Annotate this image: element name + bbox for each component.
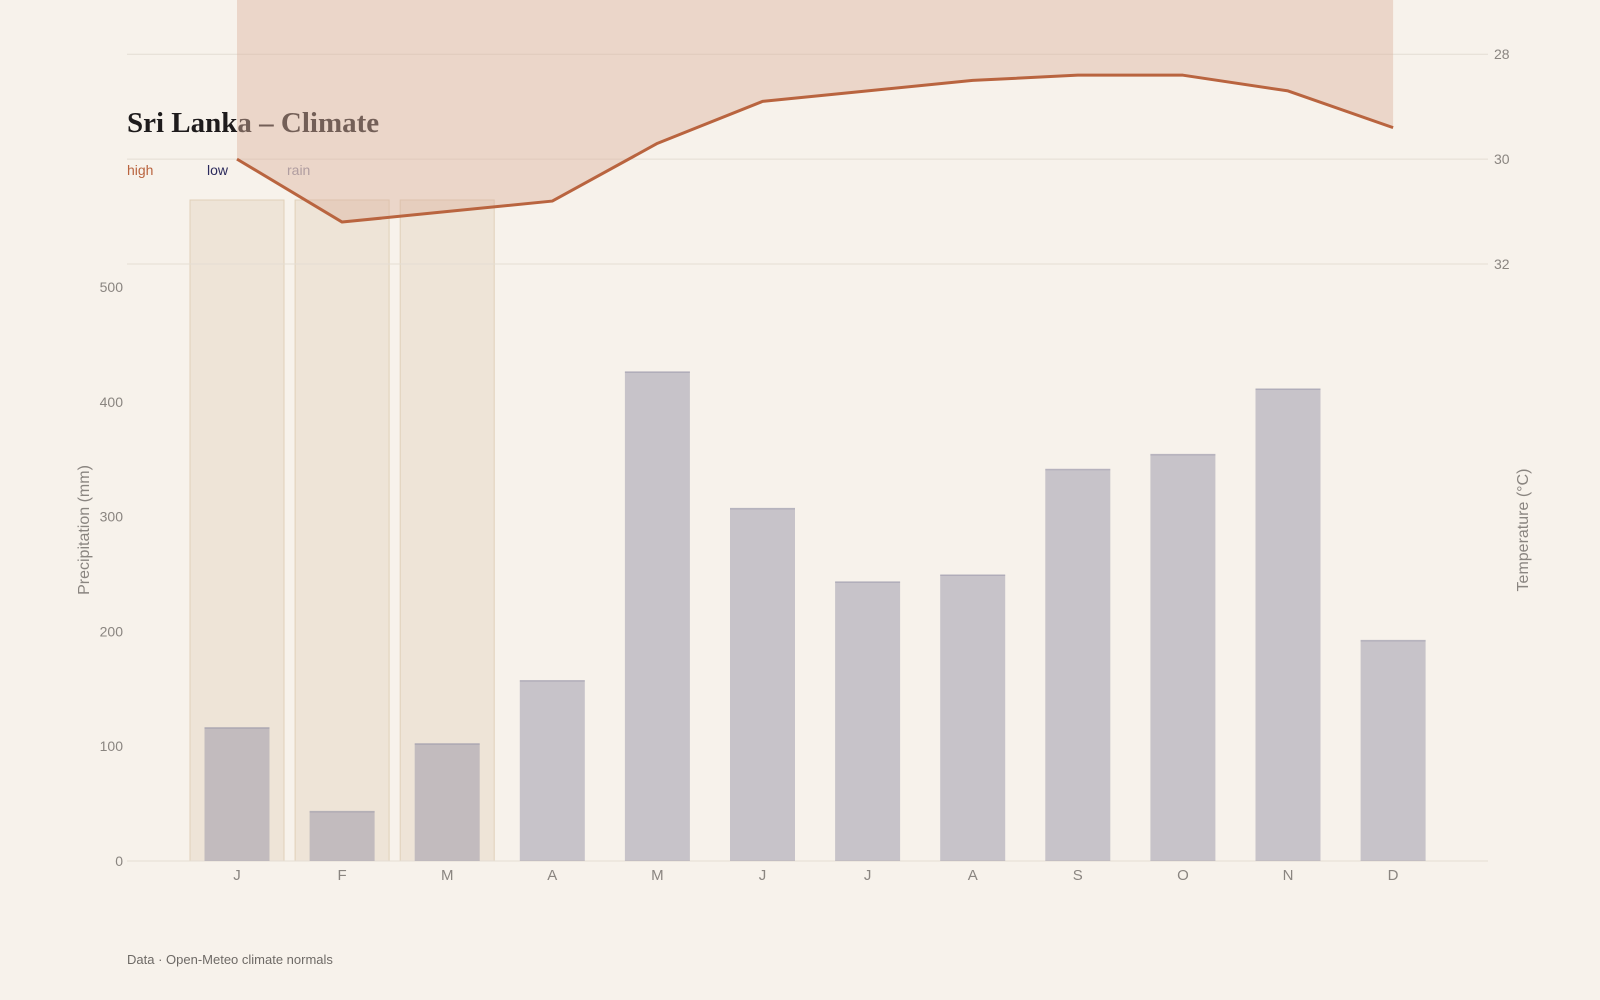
right-tick-30: 30	[1494, 151, 1510, 167]
highlight-band-0	[189, 199, 285, 862]
axes: 0100200300400500222426283032JFMAMJJASOND…	[76, 46, 1532, 884]
rain-bar-6	[835, 582, 901, 861]
month-label-4: M	[651, 867, 664, 884]
rain-bar-9	[1150, 454, 1216, 861]
month-label-3: A	[547, 867, 557, 884]
right-tick-32: 32	[1494, 256, 1510, 272]
high-low-range-area	[237, 0, 1394, 223]
footer-source: Data · Open-Meteo climate normals	[127, 952, 333, 967]
temperature-range-area	[237, 0, 1394, 223]
rain-bar-7	[940, 575, 1006, 861]
high-line	[236, 73, 1394, 224]
month-label-5: J	[759, 867, 767, 884]
rain-bar-10	[1255, 389, 1321, 861]
highlight-band-2	[399, 199, 495, 862]
legend-high: high	[127, 162, 153, 178]
chart-title: Sri Lanka – Climate	[127, 107, 379, 139]
left-tick-200: 200	[100, 623, 124, 639]
rain-bar-0	[204, 727, 270, 861]
left-tick-100: 100	[100, 738, 124, 754]
left-tick-300: 300	[100, 509, 124, 525]
rain-bar-4	[624, 371, 690, 861]
gridlines	[127, 53, 1488, 862]
rain-bar-5	[730, 508, 795, 861]
month-label-9: O	[1177, 867, 1189, 884]
month-label-0: J	[233, 867, 241, 884]
month-label-8: S	[1073, 867, 1083, 884]
right-axis-label: Temperature (°C)	[1515, 469, 1532, 592]
legend: high low rain	[127, 162, 310, 178]
left-tick-400: 400	[100, 394, 124, 410]
rain-bar-1	[309, 811, 375, 861]
rain-bars	[204, 371, 1426, 861]
highlight-band-1	[294, 199, 390, 862]
legend-rain: rain	[287, 162, 310, 178]
left-tick-500: 500	[100, 279, 124, 295]
right-tick-28: 28	[1494, 46, 1510, 62]
month-label-1: F	[338, 867, 347, 884]
left-tick-0: 0	[115, 853, 123, 869]
rain-bar-3	[519, 680, 585, 861]
month-label-11: D	[1388, 867, 1399, 884]
month-label-2: M	[441, 867, 454, 884]
temperature-lines	[236, 73, 1394, 224]
rain-bar-11	[1360, 640, 1426, 861]
rain-bar-2	[414, 743, 480, 861]
left-axis-label: Precipitation (mm)	[76, 465, 93, 595]
month-label-6: J	[864, 867, 872, 884]
legend-low: low	[207, 162, 229, 178]
month-label-7: A	[968, 867, 978, 884]
rain-bar-8	[1045, 469, 1111, 861]
highlight-bands	[189, 199, 495, 862]
month-label-10: N	[1283, 867, 1294, 884]
